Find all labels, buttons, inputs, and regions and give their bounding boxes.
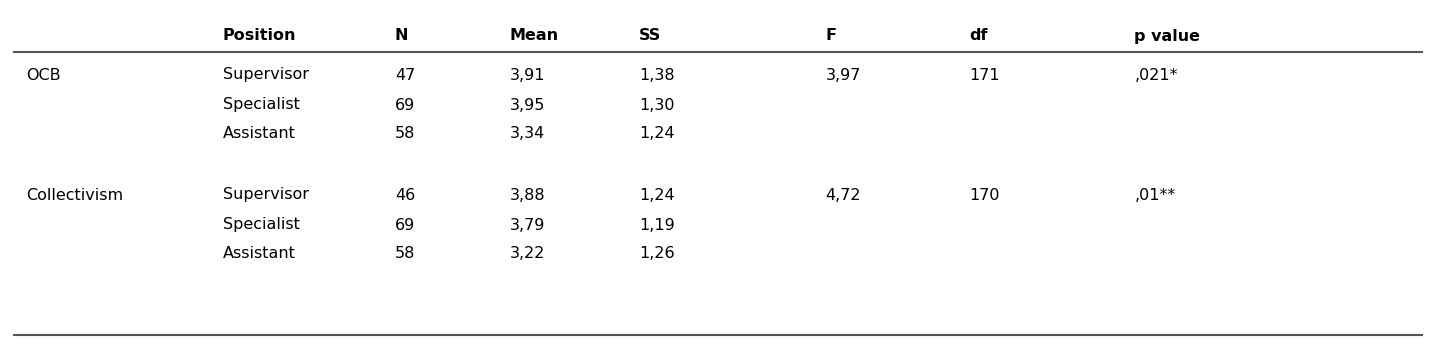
Text: N: N (395, 29, 408, 44)
Text: Assistant: Assistant (223, 246, 296, 262)
Text: OCB: OCB (26, 68, 60, 82)
Text: SS: SS (639, 29, 661, 44)
Text: 46: 46 (395, 188, 415, 202)
Text: Collectivism: Collectivism (26, 188, 123, 202)
Text: 1,26: 1,26 (639, 246, 675, 262)
Text: 170: 170 (969, 188, 999, 202)
Text: Specialist: Specialist (223, 97, 300, 113)
Text: 3,91: 3,91 (510, 68, 546, 82)
Text: 1,24: 1,24 (639, 188, 675, 202)
Text: 47: 47 (395, 68, 415, 82)
Text: 1,24: 1,24 (639, 126, 675, 141)
Text: 4,72: 4,72 (826, 188, 862, 202)
Text: 58: 58 (395, 126, 415, 141)
Text: Supervisor: Supervisor (223, 188, 309, 202)
Text: Assistant: Assistant (223, 126, 296, 141)
Text: ,021*: ,021* (1134, 68, 1178, 82)
Text: F: F (826, 29, 837, 44)
Text: 3,97: 3,97 (826, 68, 862, 82)
Text: 3,95: 3,95 (510, 97, 546, 113)
Text: ,01**: ,01** (1134, 188, 1176, 202)
Text: 1,19: 1,19 (639, 217, 675, 233)
Text: p value: p value (1134, 29, 1200, 44)
Text: Mean: Mean (510, 29, 559, 44)
Text: Supervisor: Supervisor (223, 68, 309, 82)
Text: 171: 171 (969, 68, 999, 82)
Text: 69: 69 (395, 217, 415, 233)
Text: df: df (969, 29, 988, 44)
Text: 1,30: 1,30 (639, 97, 675, 113)
Text: 1,38: 1,38 (639, 68, 675, 82)
Text: 3,79: 3,79 (510, 217, 546, 233)
Text: 3,34: 3,34 (510, 126, 546, 141)
Text: 3,22: 3,22 (510, 246, 546, 262)
Text: Position: Position (223, 29, 296, 44)
Text: Specialist: Specialist (223, 217, 300, 233)
Text: 58: 58 (395, 246, 415, 262)
Text: 3,88: 3,88 (510, 188, 546, 202)
Text: 69: 69 (395, 97, 415, 113)
